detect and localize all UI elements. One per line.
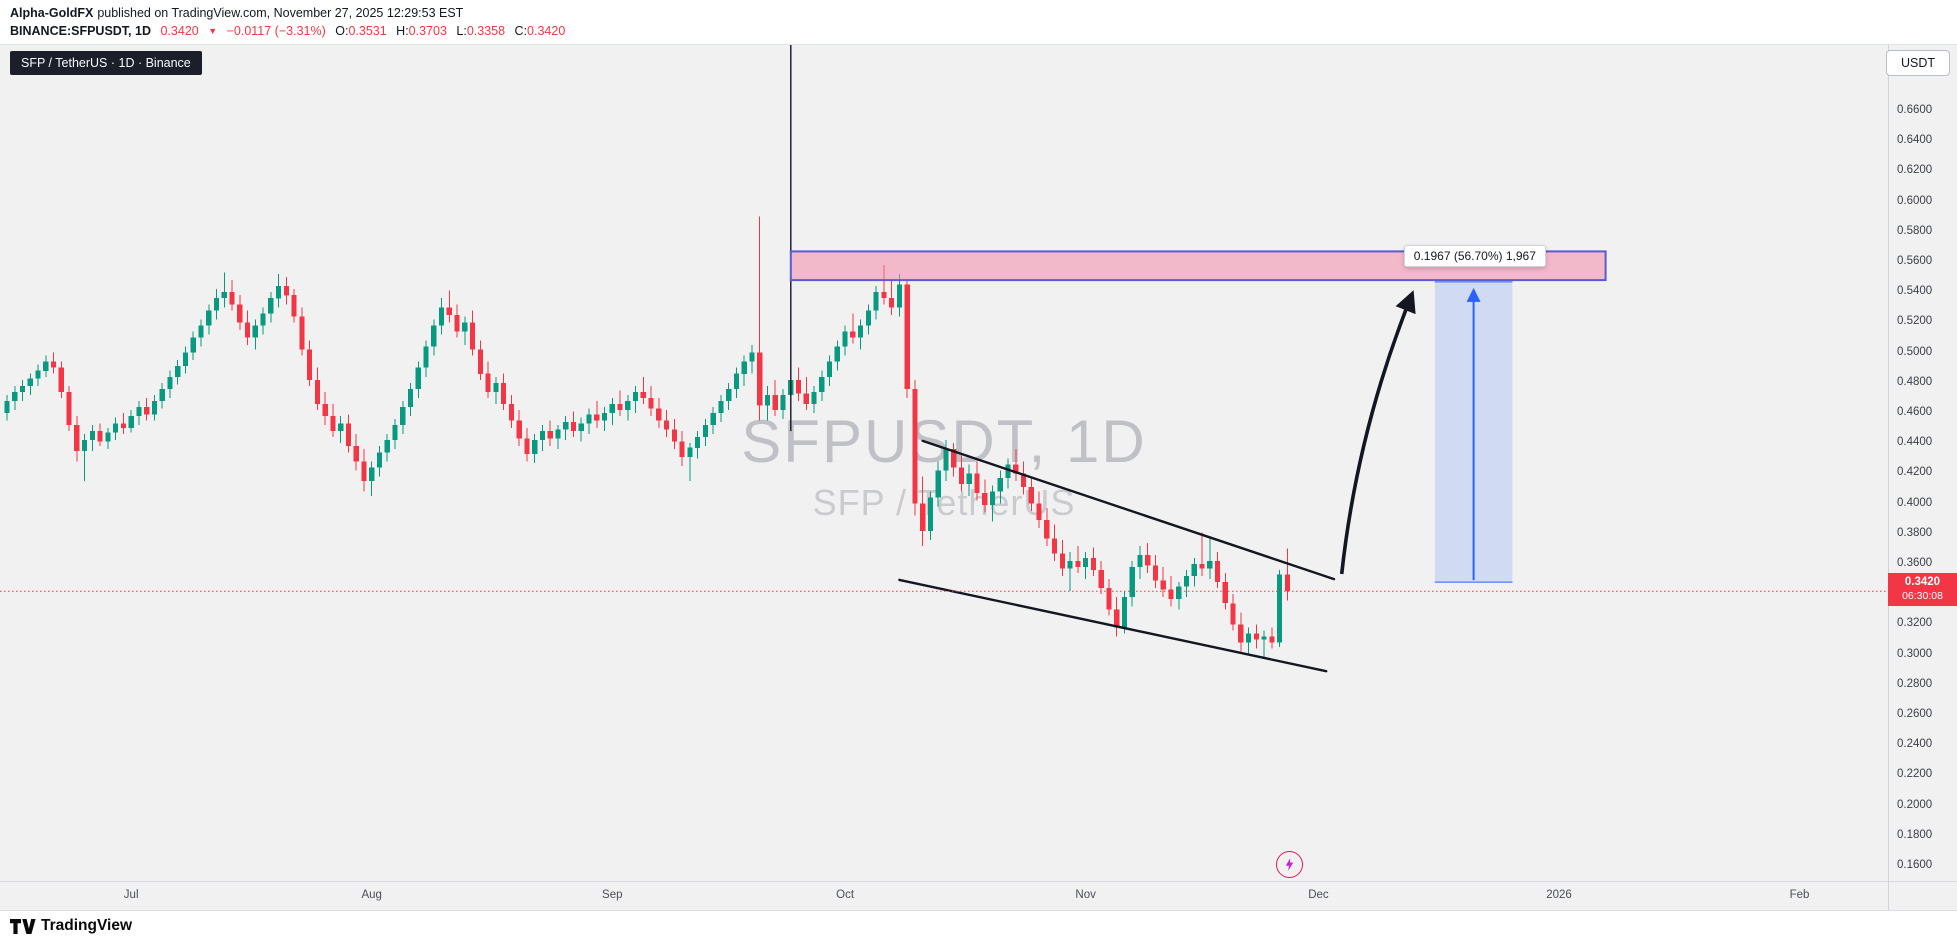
time-tick: Feb	[1789, 889, 1810, 901]
chart-legend[interactable]: SFP / TetherUS · 1D · Binance	[10, 51, 202, 75]
price-tick: 0.5600	[1897, 255, 1933, 267]
price-tick: 0.3000	[1897, 647, 1933, 660]
tradingview-logo-mark	[10, 918, 36, 934]
price-tick: 0.3200	[1897, 617, 1933, 630]
price-tick: 0.5400	[1897, 285, 1933, 298]
price-badge: 0.3420 06:30:08	[1888, 573, 1957, 607]
ohlc-open: O:0.3531	[335, 24, 387, 38]
price-tick: 0.3800	[1897, 526, 1933, 539]
time-tick: Oct	[836, 889, 855, 901]
ohlc-close: C:0.3420	[514, 24, 566, 38]
price-tick: 0.4800	[1897, 375, 1933, 388]
time-axis[interactable]: Jul Aug Sep Oct Nov Dec 2026 Feb	[0, 881, 1888, 910]
price-tick: 0.6000	[1897, 194, 1933, 207]
time-tick: Aug	[361, 889, 382, 901]
publish-bar: Alpha-GoldFX published on TradingView.com…	[10, 6, 463, 20]
publish-author: Alpha-GoldFX	[10, 6, 94, 20]
time-tick: 2026	[1546, 889, 1572, 901]
price-tick: 0.6600	[1897, 104, 1933, 116]
price-tick: 0.2800	[1897, 677, 1933, 690]
ohlc-high: H:0.3703	[396, 24, 447, 38]
price-axis[interactable]: 0.6600 0.6400 0.6200 0.6000 0.5800 0.5600 0.54…	[1888, 44, 1957, 910]
ohlc-low: L:0.3358	[456, 24, 506, 38]
price-tick: 0.4600	[1897, 406, 1933, 418]
time-tick: Sep	[602, 889, 623, 901]
tradingview-logo[interactable]: TradingView	[10, 917, 132, 935]
currency-toggle-button[interactable]: USDT	[1886, 50, 1950, 76]
price-tick: 0.1600	[1897, 859, 1933, 871]
chart-region[interactable]: SFPUSDT, 1D SFP / TetherUS SFP / TetherU…	[0, 44, 1888, 910]
publish-info: published on TradingView.com, November 2…	[97, 6, 464, 20]
price-tick: 0.4400	[1897, 436, 1933, 449]
price-tick: 0.3600	[1897, 557, 1933, 569]
symbol-name: BINANCE:SFPUSDT, 1D	[10, 24, 151, 38]
price-tick: 0.5200	[1897, 315, 1933, 328]
magic-wand-icon[interactable]	[1276, 851, 1303, 878]
price-tick: 0.2000	[1897, 798, 1933, 811]
price-tick: 0.2400	[1897, 738, 1933, 751]
time-tick: Jul	[123, 889, 139, 901]
last-price: 0.3420	[160, 24, 199, 38]
price-change: −0.0117 (−3.31%)	[226, 24, 326, 38]
lightning-icon	[1285, 858, 1294, 871]
time-tick: Dec	[1308, 889, 1329, 901]
price-tick: 0.6400	[1897, 134, 1933, 147]
down-arrow-icon: ▼	[208, 26, 218, 36]
price-chart[interactable]	[0, 45, 1888, 910]
time-tick: Nov	[1075, 889, 1096, 901]
footer: TradingView	[0, 910, 1957, 941]
price-tick: 0.5000	[1897, 345, 1933, 358]
tradingview-logo-text: TradingView	[41, 917, 133, 934]
price-tick: 0.6200	[1897, 164, 1933, 177]
price-tick: 0.4000	[1897, 496, 1933, 509]
price-tick: 0.5800	[1897, 224, 1933, 237]
badge-price: 0.3420	[1904, 576, 1941, 589]
measure-label: 0.1967 (56.70%) 1,967	[1403, 245, 1546, 268]
price-tick: 0.2200	[1897, 768, 1933, 781]
symbol-info-bar: BINANCE:SFPUSDT, 1D 0.3420 ▼ −0.0117 (−3…	[10, 24, 571, 38]
price-tick: 0.4200	[1897, 466, 1933, 479]
badge-countdown: 06:30:08	[1902, 590, 1943, 603]
price-tick: 0.1800	[1897, 828, 1933, 841]
price-tick: 0.2600	[1897, 708, 1933, 720]
